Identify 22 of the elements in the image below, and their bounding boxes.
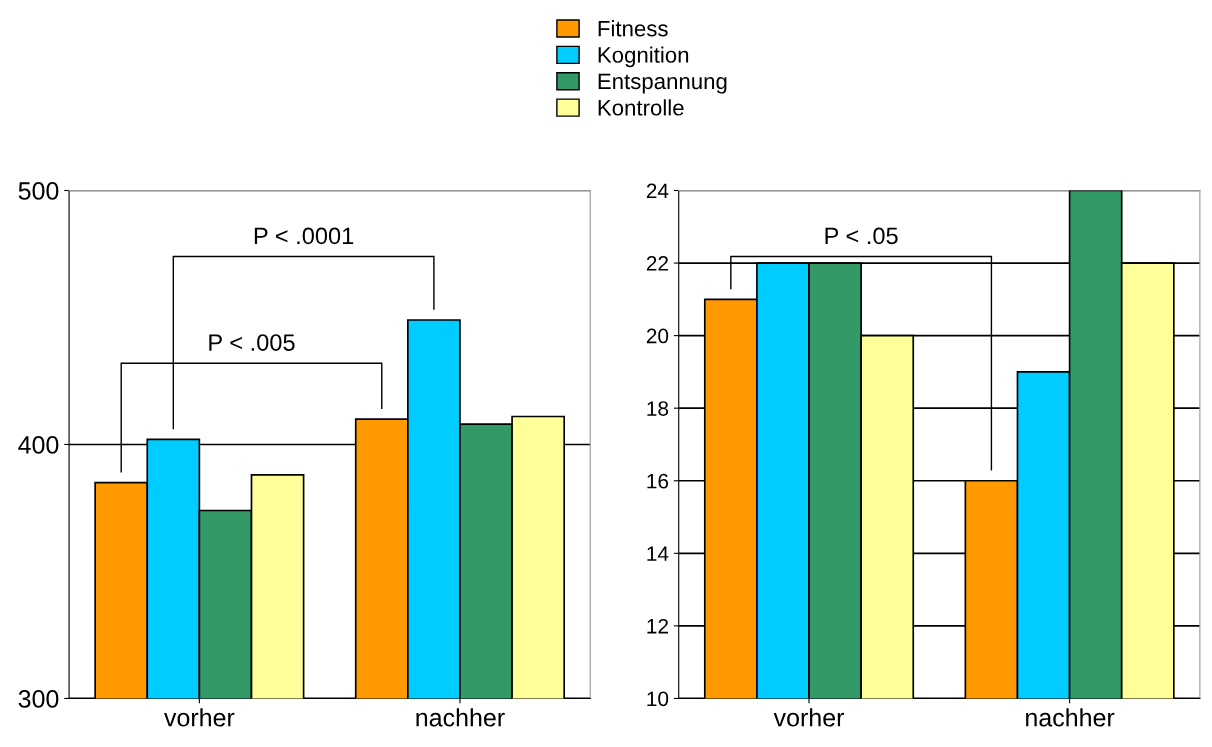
annotation: P < .0001 bbox=[254, 227, 354, 245]
x-tick-label: vorher bbox=[773, 708, 845, 727]
y-tick-label: 16 bbox=[647, 473, 669, 489]
x-tick-label: nachher bbox=[416, 708, 505, 727]
annotation: P < .005 bbox=[209, 334, 295, 351]
legend-label: Kontrolle bbox=[598, 99, 684, 116]
legend-label: Entspannung bbox=[598, 73, 727, 94]
y-tick-label: 20 bbox=[646, 328, 669, 344]
x-tick-label: nachher bbox=[1026, 708, 1115, 727]
y-tick-label: 24 bbox=[646, 183, 669, 199]
y-tick-label: 500 bbox=[18, 182, 59, 200]
x-tick-label: vorher bbox=[164, 708, 235, 727]
legend-label: Kognition bbox=[598, 46, 689, 68]
y-tick-label: 18 bbox=[647, 401, 669, 416]
legend-label: Fitness bbox=[598, 20, 668, 37]
y-tick-label: 12 bbox=[647, 618, 668, 634]
annotation: P < .05 bbox=[825, 227, 898, 245]
y-tick-label: 10 bbox=[647, 691, 669, 707]
y-tick-label: 14 bbox=[647, 546, 669, 561]
y-tick-label: 22 bbox=[646, 256, 668, 271]
y-tick-label: 300 bbox=[18, 690, 59, 708]
y-tick-label: 400 bbox=[18, 436, 59, 454]
